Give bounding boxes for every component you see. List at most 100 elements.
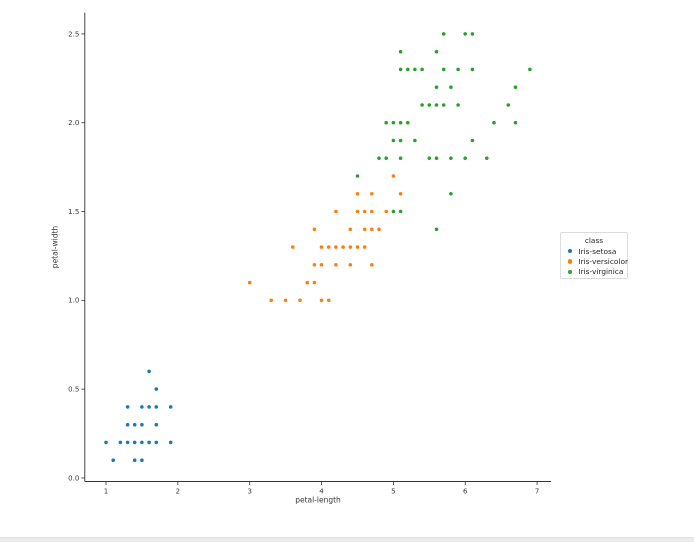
data-point — [355, 173, 360, 179]
data-point — [426, 102, 432, 108]
data-point — [441, 31, 447, 37]
data-point — [297, 297, 303, 303]
data-point — [125, 439, 130, 445]
data-point — [398, 191, 403, 197]
data-point — [146, 404, 152, 410]
legend: class Iris-setosa Iris-versicolor Iris-v… — [560, 232, 628, 279]
data-point — [455, 67, 461, 72]
x-tick-label: 3 — [247, 488, 251, 496]
data-point — [462, 31, 468, 37]
data-point — [333, 262, 339, 268]
data-point — [376, 226, 382, 232]
data-point — [419, 102, 425, 108]
data-point — [484, 155, 490, 161]
legend-entry: Iris-virginica — [561, 267, 627, 277]
data-point — [419, 67, 425, 72]
data-point — [469, 67, 475, 72]
data-point — [434, 84, 439, 90]
data-point — [304, 280, 310, 285]
data-point — [132, 457, 138, 463]
data-point — [355, 244, 360, 250]
data-point — [513, 120, 518, 126]
data-point — [383, 209, 389, 214]
data-point — [247, 280, 253, 285]
x-tick-label: 7 — [535, 488, 539, 496]
data-point — [398, 155, 403, 161]
x-tick-label: 2 — [176, 488, 180, 496]
data-point — [369, 209, 375, 214]
data-point — [398, 120, 403, 126]
data-point — [355, 191, 360, 197]
y-tick-label: 2.5 — [68, 30, 79, 38]
data-point — [326, 244, 332, 250]
x-tick-label: 5 — [391, 488, 395, 496]
data-point — [412, 138, 418, 143]
data-point — [311, 262, 317, 268]
data-point — [319, 262, 324, 268]
data-point — [469, 31, 475, 37]
data-point — [383, 120, 389, 126]
legend-marker-versicolor-icon — [568, 259, 573, 264]
data-point — [390, 120, 396, 126]
data-point — [125, 404, 130, 410]
data-point — [340, 244, 346, 250]
data-point — [139, 457, 145, 463]
data-point — [139, 422, 145, 428]
legend-label: Iris-virginica — [578, 267, 624, 277]
data-point — [139, 439, 145, 445]
legend-label: Iris-setosa — [578, 246, 617, 256]
data-point — [390, 209, 396, 214]
data-point — [398, 138, 403, 143]
data-point — [362, 209, 368, 214]
data-point — [290, 244, 296, 250]
data-point — [412, 67, 418, 72]
data-point — [462, 155, 468, 161]
data-point — [311, 280, 317, 285]
data-point — [398, 209, 403, 214]
data-point — [110, 457, 116, 463]
data-point — [168, 439, 174, 445]
data-point — [434, 49, 439, 55]
y-tick-label: 0.0 — [68, 474, 79, 482]
data-point — [268, 297, 274, 303]
data-point — [347, 262, 353, 268]
data-point — [513, 84, 518, 90]
data-point — [283, 297, 288, 303]
data-point — [362, 226, 368, 232]
data-point — [383, 155, 389, 161]
data-point — [390, 138, 396, 143]
data-point — [139, 404, 145, 410]
data-point — [319, 244, 324, 250]
legend-marker-setosa-icon — [568, 249, 573, 254]
data-point — [441, 102, 447, 108]
data-point — [311, 226, 317, 232]
legend-label: Iris-versicolor — [578, 257, 629, 267]
data-point — [153, 404, 159, 410]
data-point — [434, 226, 439, 232]
data-point — [103, 439, 109, 445]
data-point — [376, 155, 382, 161]
data-point — [491, 120, 497, 126]
data-point — [469, 138, 475, 143]
legend-marker-virginica-icon — [568, 269, 573, 275]
data-point — [505, 102, 511, 108]
data-point — [369, 191, 375, 197]
data-point — [362, 244, 368, 250]
data-point — [405, 120, 411, 126]
data-point — [347, 226, 353, 232]
data-point — [398, 49, 403, 55]
data-point — [153, 386, 159, 392]
data-point — [347, 244, 353, 250]
data-point — [527, 67, 533, 72]
data-point — [448, 155, 454, 161]
data-point — [441, 67, 447, 72]
y-tick-label: 1.5 — [68, 208, 79, 216]
data-point — [132, 439, 138, 445]
data-point — [369, 262, 375, 268]
y-tick-label: 2.0 — [68, 119, 79, 127]
y-axis-label: petal-width — [51, 226, 60, 269]
data-point — [448, 84, 454, 90]
data-point — [333, 244, 339, 250]
y-tick-label: 1.0 — [68, 297, 79, 305]
